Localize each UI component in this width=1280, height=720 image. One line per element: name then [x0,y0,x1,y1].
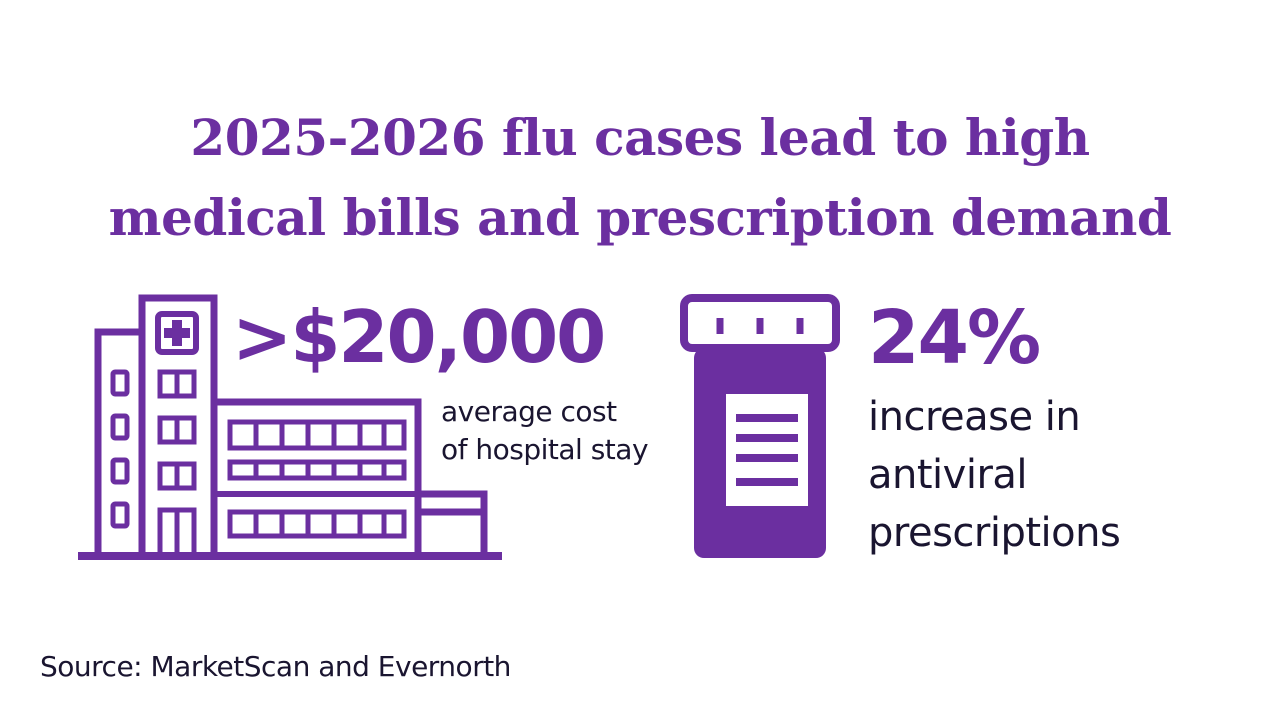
antiviral-description-line: prescriptions [868,510,1121,556]
headline: 2025-2026 flu cases lead to high medical… [0,98,1280,258]
antiviral-description-line: antiviral [868,452,1028,498]
headline-line-2: medical bills and prescription demand [108,187,1172,247]
hospital-cost-description-line: of hospital stay [441,433,649,466]
antiviral-increase-description: increase in antiviral prescriptions [868,388,1121,562]
headline-line-1: 2025-2026 flu cases lead to high [190,107,1090,167]
hospital-cost-value: >$20,000 [232,295,606,379]
source-note: Source: MarketScan and Evernorth [40,650,511,683]
antiviral-description-line: increase in [868,394,1081,440]
pill-bottle-icon [680,294,840,558]
hospital-icon [78,294,502,560]
antiviral-increase-value: 24% [868,295,1041,381]
hospital-cost-description-line: average cost [441,395,617,428]
hospital-cost-description: average cost of hospital stay [441,393,649,469]
